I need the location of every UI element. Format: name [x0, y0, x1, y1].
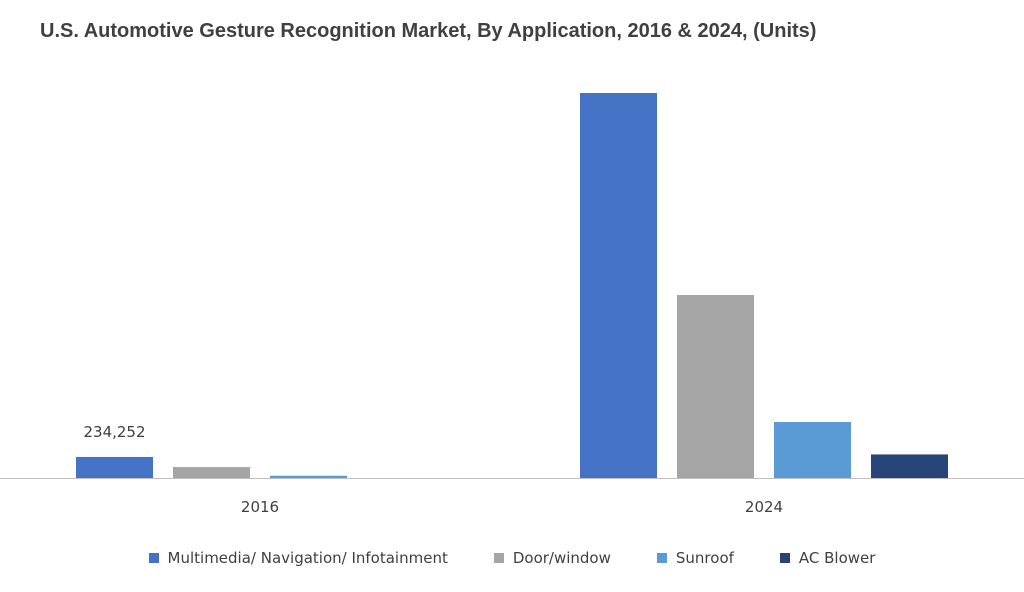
legend-label: Multimedia/ Navigation/ Infotainment: [167, 549, 448, 567]
bar-sunroof-2024: [774, 421, 851, 478]
x-tick-label-2024: 2024: [745, 498, 783, 516]
bar-multimedia-navigation-infotainment-2024: [580, 92, 657, 478]
legend-label: AC Blower: [798, 549, 876, 567]
bar-door-window-2024: [677, 294, 754, 478]
x-tick-label-2016: 2016: [241, 498, 279, 516]
bar-ac-blower-2024: [871, 454, 948, 478]
legend-swatch: [493, 553, 504, 563]
data-label: 234,252: [83, 423, 145, 441]
legend-label: Door/window: [512, 549, 611, 567]
legend-item: Multimedia/ Navigation/ Infotainment: [148, 549, 448, 567]
legend-swatch: [148, 553, 159, 563]
chart-title: U.S. Automotive Gesture Recognition Mark…: [40, 20, 817, 42]
legend-item: Sunroof: [656, 549, 734, 567]
bars-group: [76, 92, 948, 478]
legend-swatch: [779, 553, 790, 563]
legend-swatch: [656, 553, 667, 563]
x-tick-labels: 2016 2024: [241, 498, 783, 516]
legend-item: AC Blower: [779, 549, 876, 567]
bar-door-window-2016: [173, 467, 250, 478]
legend-item: Door/window: [493, 549, 611, 567]
legend: Multimedia/ Navigation/ Infotainment Door…: [0, 546, 1024, 570]
data-labels: 234,252: [83, 423, 145, 441]
bar-multimedia-navigation-infotainment-2016: [76, 456, 153, 478]
legend-label: Sunroof: [675, 549, 734, 567]
bar-sunroof-2016: [270, 475, 347, 478]
